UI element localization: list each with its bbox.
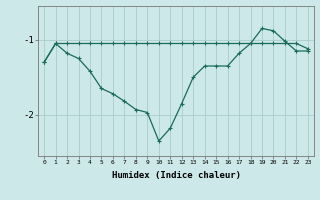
X-axis label: Humidex (Indice chaleur): Humidex (Indice chaleur) — [111, 171, 241, 180]
